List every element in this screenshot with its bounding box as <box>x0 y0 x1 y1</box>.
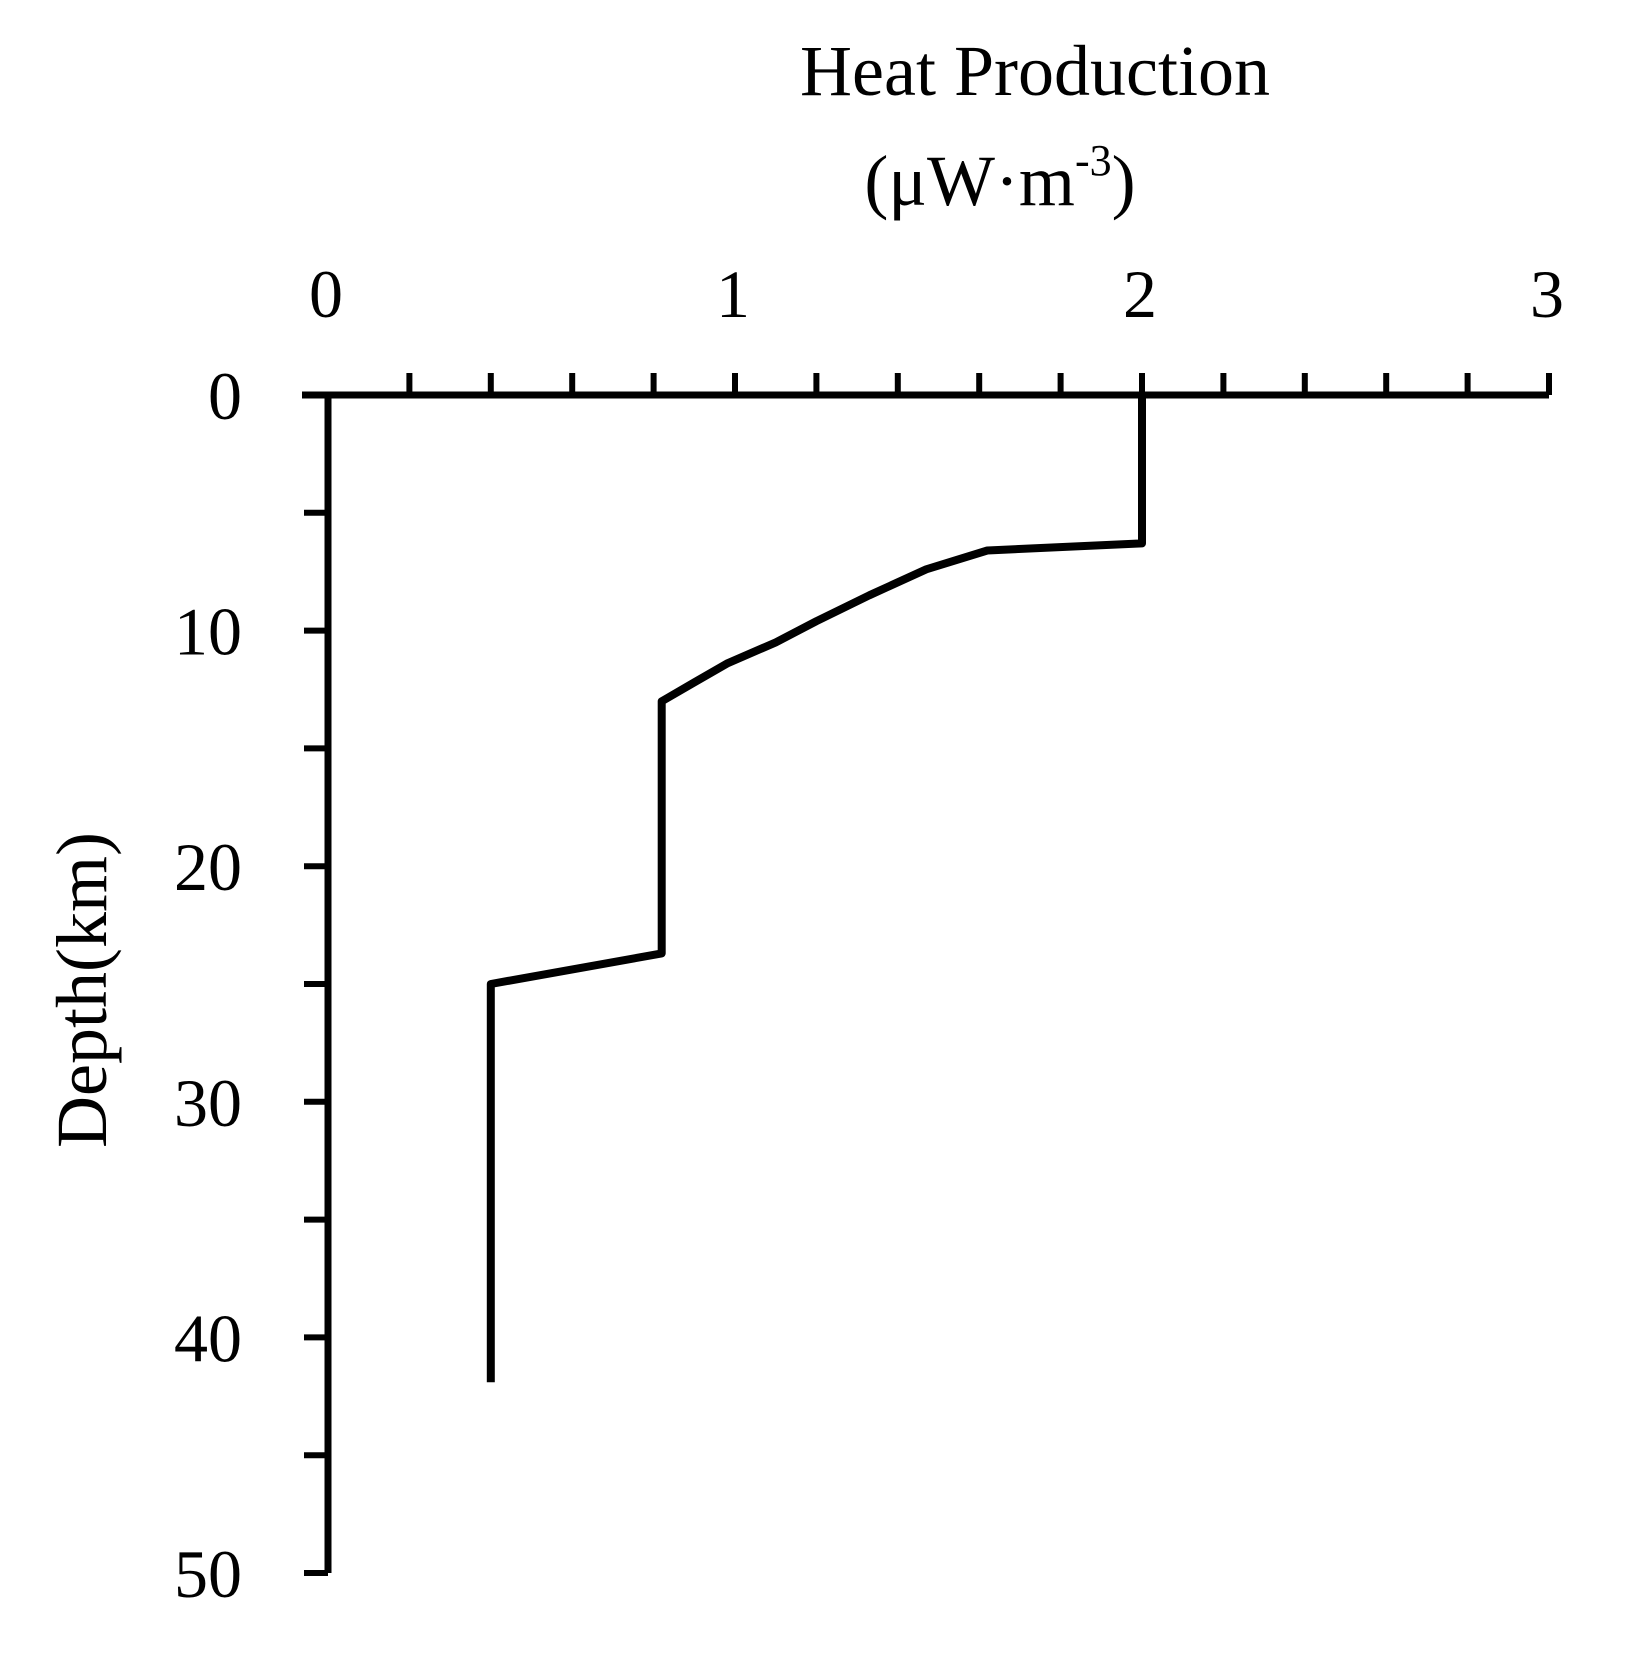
x-tick-label: 2 <box>1123 256 1157 332</box>
y-tick-label: 0 <box>208 358 242 434</box>
series-layer <box>486 395 1146 1383</box>
x-tick-label: 1 <box>716 256 750 332</box>
ticks-layer <box>304 373 1552 1576</box>
y-axis-title: Depth(km) <box>42 832 122 1148</box>
x-tick-label: 0 <box>309 256 343 332</box>
axes-layer <box>302 391 1549 1573</box>
x-axis-unit-suffix: ) <box>1112 141 1136 221</box>
x-axis-title: Heat Production (μW·m-3) <box>800 31 1270 221</box>
x-axis-title-line1: Heat Production <box>800 31 1270 111</box>
y-tick-label: 30 <box>174 1065 242 1141</box>
x-axis-unit-exponent: -3 <box>1075 136 1112 185</box>
x-axis-title-unit: (μW·m-3) <box>864 136 1135 221</box>
y-tick-label: 40 <box>174 1300 242 1376</box>
heat-production-profile-line <box>486 395 1146 1383</box>
y-tick-label: 20 <box>174 829 242 905</box>
y-tick-label: 50 <box>174 1536 242 1612</box>
y-tick-label: 10 <box>174 594 242 670</box>
x-axis-unit-prefix: (μW·m <box>864 141 1075 221</box>
x-tick-label: 3 <box>1530 256 1564 332</box>
